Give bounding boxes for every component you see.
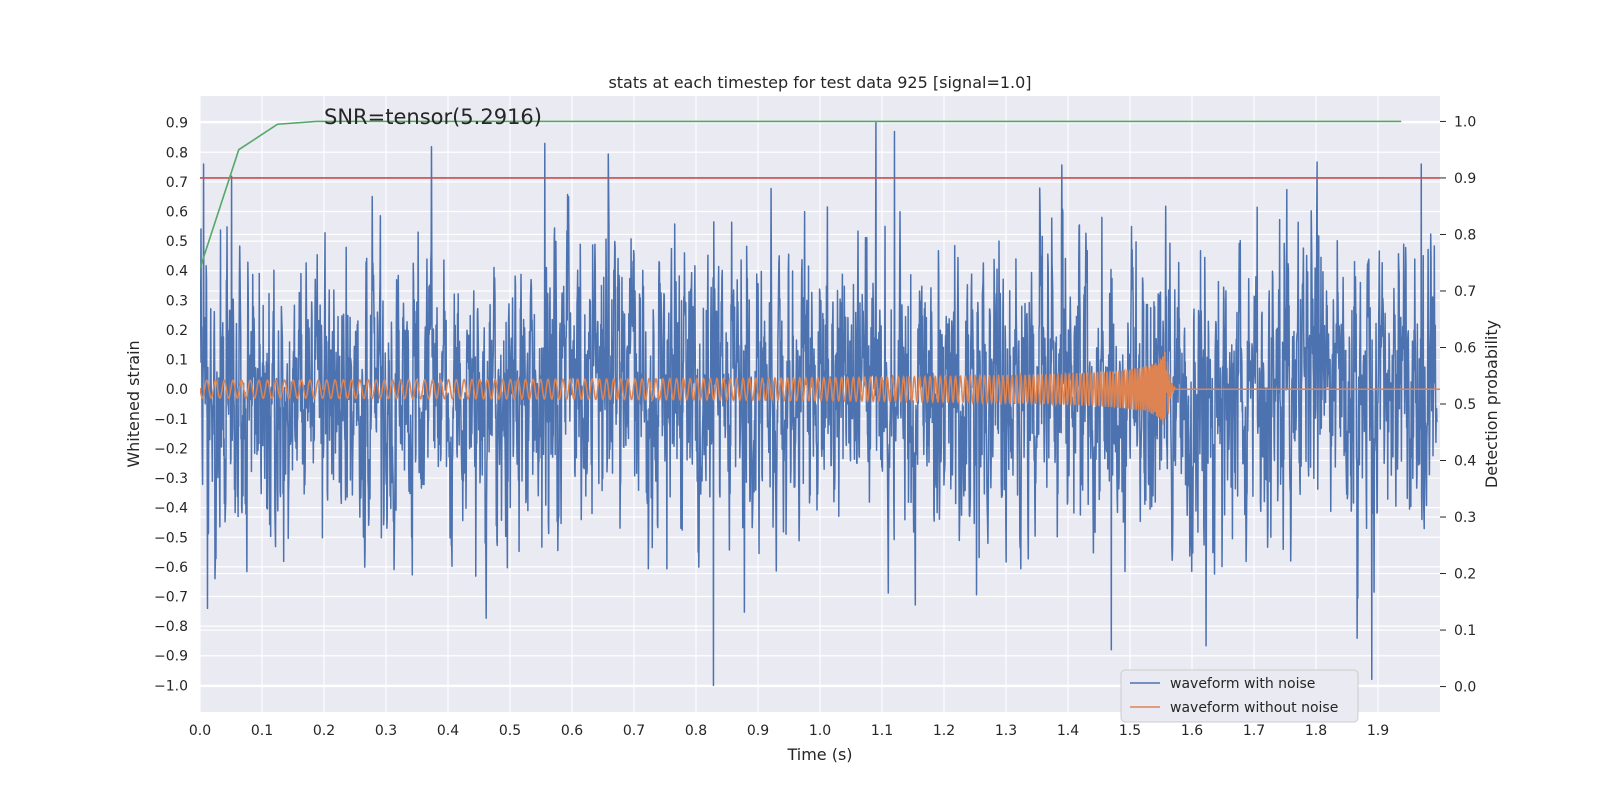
y-right-tick-label: 1.0 <box>1454 114 1476 130</box>
x-tick-label: 0.9 <box>747 723 769 739</box>
y-right-tick-label: 0.5 <box>1454 397 1476 413</box>
y-right-tick-label: 0.6 <box>1454 340 1476 356</box>
x-tick-label: 0.8 <box>685 723 707 739</box>
y-right-tick-label: 0.7 <box>1454 284 1476 300</box>
y-left-tick-label: 0.2 <box>166 323 188 339</box>
y-left-tick-label: 0.8 <box>166 145 188 161</box>
y-left-tick-label: −0.1 <box>154 412 188 428</box>
y-left-tick-label: 0.4 <box>166 264 188 280</box>
x-tick-label: 1.8 <box>1305 723 1327 739</box>
x-tick-label: 1.2 <box>933 723 955 739</box>
x-tick-label: 0.7 <box>623 723 645 739</box>
y-left-tick-label: 0.1 <box>166 353 188 369</box>
x-tick-label: 1.1 <box>871 723 893 739</box>
x-tick-label: 1.7 <box>1243 723 1265 739</box>
y-left-tick-label: 0.3 <box>166 293 188 309</box>
x-tick-label: 0.6 <box>561 723 583 739</box>
x-tick-label: 0.1 <box>251 723 273 739</box>
x-tick-label: 0.0 <box>189 723 211 739</box>
x-tick-label: 1.3 <box>995 723 1017 739</box>
x-tick-label: 1.6 <box>1181 723 1203 739</box>
x-tick-label: 0.4 <box>437 723 459 739</box>
y-right-tick-label: 0.1 <box>1454 623 1476 639</box>
y-left-tick-label: −0.9 <box>154 649 188 665</box>
x-axis-label: Time (s) <box>786 745 852 764</box>
y-left-tick-label: −0.4 <box>154 501 188 517</box>
y-left-tick-label: 0.0 <box>166 382 188 398</box>
snr-annotation: SNR=tensor(5.2916) <box>324 105 542 129</box>
legend: waveform with noise waveform without noi… <box>1120 669 1359 723</box>
series-line-clean <box>200 351 1440 425</box>
y-right-tick-label: 0.2 <box>1454 567 1476 583</box>
legend-box <box>1120 669 1359 723</box>
y-axis-left-label: Whitened strain <box>124 340 143 467</box>
x-tick-label: 0.5 <box>499 723 521 739</box>
y-left-tick-label: 0.7 <box>166 175 188 191</box>
x-tick-label: 1.9 <box>1367 723 1389 739</box>
x-tick-label: 0.2 <box>313 723 335 739</box>
y-right-tick-label: 0.9 <box>1454 171 1476 187</box>
series-layer <box>200 120 1440 687</box>
y-left-tick-label: 0.9 <box>166 116 188 132</box>
ticks: 0.0 0.1 0.2 0.3 0.4 0.5 0.6 0.7 0.8 0.9 1.0 1.1 1.2 1… <box>154 114 1476 739</box>
chart-title: stats at each timestep for test data 925… <box>608 73 1031 92</box>
y-right-tick-label: 0.4 <box>1454 454 1476 470</box>
y-left-tick-label: −0.7 <box>154 590 188 606</box>
y-left-tick-label: −0.3 <box>154 471 188 487</box>
y-right-tick-label: 0.8 <box>1454 227 1476 243</box>
y-left-tick-label: −1.0 <box>154 678 188 694</box>
y-left-tick-label: −0.6 <box>154 560 188 576</box>
y-left-tick-label: −0.5 <box>154 530 188 546</box>
series-line-detection <box>200 120 1402 269</box>
x-tick-label: 1.4 <box>1057 723 1079 739</box>
x-tick-label: 1.0 <box>809 723 831 739</box>
x-tick-label: 0.3 <box>375 723 397 739</box>
y-right-tick-label: 0.3 <box>1454 510 1476 526</box>
y-left-tick-label: 0.6 <box>166 205 188 221</box>
y-left-tick-label: 0.5 <box>166 234 188 250</box>
legend-label-noisy: waveform with noise <box>1170 676 1315 692</box>
x-tick-label: 1.5 <box>1119 723 1141 739</box>
legend-label-clean: waveform without noise <box>1170 700 1338 716</box>
y-left-tick-label: −0.2 <box>154 441 188 457</box>
y-axis-right-label: Detection probability <box>1482 320 1501 488</box>
y-left-tick-label: −0.8 <box>154 619 188 635</box>
y-right-tick-label: 0.0 <box>1454 680 1476 696</box>
